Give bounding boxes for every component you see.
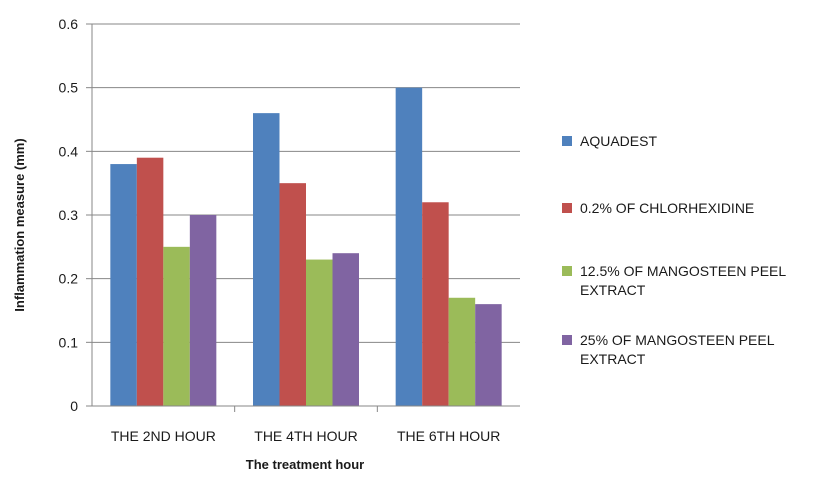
legend-swatch	[562, 266, 572, 276]
legend-label: AQUADEST	[580, 133, 658, 149]
bar	[332, 253, 359, 406]
legend-swatch	[562, 203, 572, 213]
legend-swatch	[562, 335, 572, 345]
bar	[306, 259, 333, 406]
x-category-labels: THE 2ND HOUR THE 4TH HOUR THE 6TH HOUR	[111, 428, 501, 444]
y-tick-label: 0	[70, 398, 78, 414]
x-category-label: THE 2ND HOUR	[111, 428, 216, 444]
bars	[110, 87, 502, 407]
x-category-label: THE 6TH HOUR	[397, 428, 500, 444]
y-tick-label: 0.3	[59, 207, 79, 223]
bar	[422, 202, 449, 406]
legend-label: 0.2% OF CHLORHEXIDINE	[580, 200, 755, 216]
y-tick-label: 0.4	[59, 143, 79, 159]
axes	[86, 23, 520, 412]
y-tick-label: 0.6	[59, 16, 79, 32]
bar	[253, 113, 280, 406]
x-category-label: THE 4TH HOUR	[254, 428, 357, 444]
legend-label: 12.5% OF MANGOSTEEN PEEL EXTRACT	[580, 263, 786, 298]
y-tick-label: 0.1	[59, 334, 79, 350]
legend-item: 0.2% OF CHLORHEXIDINE	[562, 199, 830, 218]
y-tick-label: 0.5	[59, 80, 79, 96]
legend-item: AQUADEST	[562, 132, 830, 151]
bar	[189, 215, 217, 406]
legend-label: 25% OF MANGOSTEEN PEEL EXTRACT	[580, 332, 774, 367]
bar	[136, 157, 164, 406]
bar	[475, 304, 502, 406]
bar	[110, 164, 137, 406]
bar	[395, 87, 423, 407]
bar	[279, 183, 306, 406]
y-axis-title: Inflammation measure (mm)	[12, 138, 27, 311]
legend-item: 25% OF MANGOSTEEN PEEL EXTRACT	[562, 331, 830, 369]
legend-swatch	[562, 136, 572, 146]
x-axis-title: The treatment hour	[246, 457, 364, 472]
y-tick-label: 0.2	[59, 271, 79, 287]
bar	[163, 246, 190, 406]
legend-item: 12.5% OF MANGOSTEEN PEEL EXTRACT	[562, 262, 830, 300]
y-tick-labels: 0 0.1 0.2 0.3 0.4 0.5 0.6	[59, 16, 79, 414]
bar	[448, 297, 476, 406]
